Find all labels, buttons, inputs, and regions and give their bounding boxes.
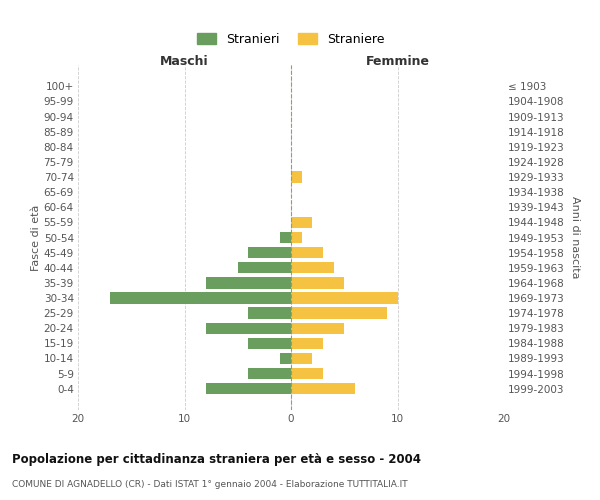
Y-axis label: Fasce di età: Fasce di età bbox=[31, 204, 41, 270]
Bar bbox=[110, 292, 291, 304]
Bar bbox=[291, 368, 323, 379]
Bar bbox=[280, 232, 291, 243]
Text: Popolazione per cittadinanza straniera per età e sesso - 2004: Popolazione per cittadinanza straniera p… bbox=[12, 452, 421, 466]
Y-axis label: Anni di nascita: Anni di nascita bbox=[571, 196, 580, 279]
Text: COMUNE DI AGNADELLO (CR) - Dati ISTAT 1° gennaio 2004 - Elaborazione TUTTITALIA.: COMUNE DI AGNADELLO (CR) - Dati ISTAT 1°… bbox=[12, 480, 407, 489]
Bar bbox=[291, 232, 302, 243]
Bar bbox=[248, 338, 291, 349]
Text: Femmine: Femmine bbox=[365, 55, 430, 68]
Bar bbox=[206, 277, 291, 288]
Bar bbox=[291, 292, 398, 304]
Bar bbox=[291, 322, 344, 334]
Bar bbox=[291, 338, 323, 349]
Bar bbox=[206, 383, 291, 394]
Bar bbox=[280, 353, 291, 364]
Bar bbox=[291, 262, 334, 274]
Bar bbox=[291, 277, 344, 288]
Bar bbox=[291, 383, 355, 394]
Bar bbox=[248, 308, 291, 318]
Bar bbox=[248, 368, 291, 379]
Legend: Stranieri, Straniere: Stranieri, Straniere bbox=[191, 26, 391, 52]
Bar bbox=[291, 353, 313, 364]
Bar bbox=[291, 308, 387, 318]
Bar bbox=[291, 172, 302, 182]
Bar bbox=[206, 322, 291, 334]
Bar bbox=[248, 247, 291, 258]
Bar bbox=[238, 262, 291, 274]
Bar bbox=[291, 216, 313, 228]
Bar bbox=[291, 247, 323, 258]
Text: Maschi: Maschi bbox=[160, 55, 209, 68]
